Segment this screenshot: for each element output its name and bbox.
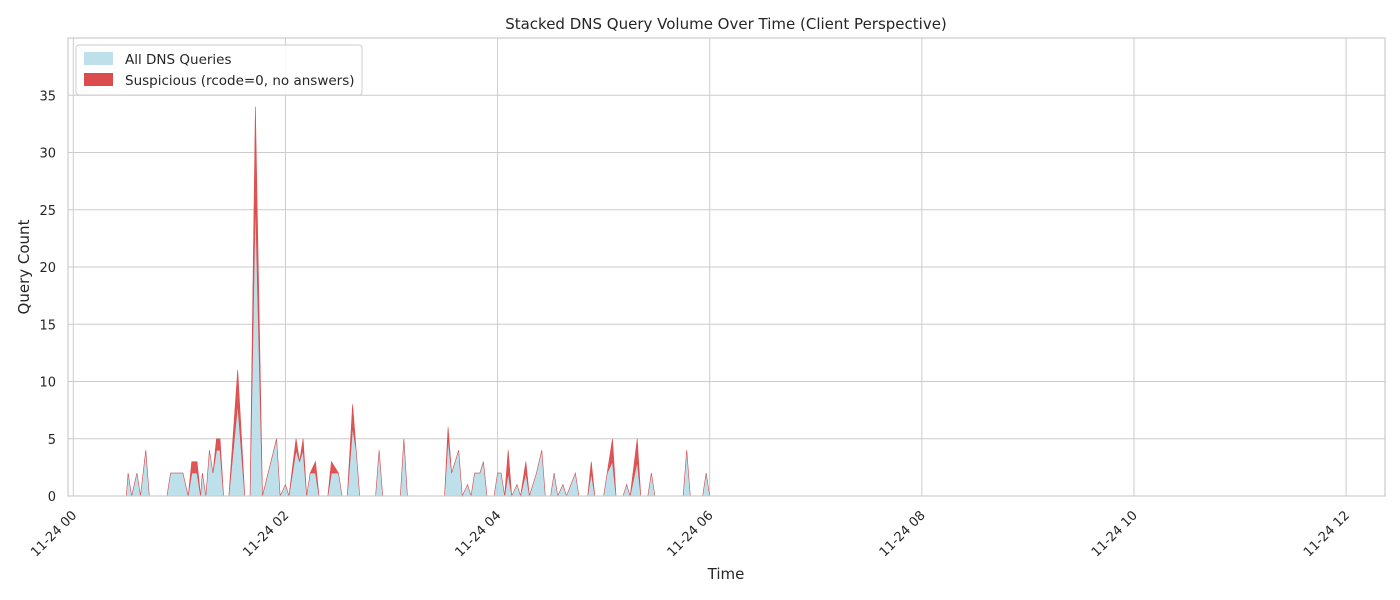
y-tick-label: 25 [39,204,56,219]
y-tick-label: 10 [39,376,56,391]
legend: All DNS Queries Suspicious (rcode=0, no … [75,44,363,96]
y-tick-label: 15 [39,318,56,333]
chart-title: Stacked DNS Query Volume Over Time (Clie… [505,15,947,33]
legend-label-all-dns-queries: All DNS Queries [125,52,232,68]
y-tick-label: 20 [39,261,56,276]
legend-box [75,44,363,96]
y-tick-label: 35 [39,89,56,104]
y-axis-title: Query Count [15,219,33,314]
legend-swatch-all-dns-queries [84,52,113,65]
plot-border [67,37,1386,497]
y-tick-label: 5 [48,433,56,448]
x-axis-title: Time [707,565,745,583]
legend-swatch-suspicious [84,73,113,86]
plot-frame [67,37,1386,497]
y-tick-label: 0 [48,490,56,505]
y-tick-label: 30 [39,147,56,162]
legend-label-suspicious: Suspicious (rcode=0, no answers) [125,73,355,89]
